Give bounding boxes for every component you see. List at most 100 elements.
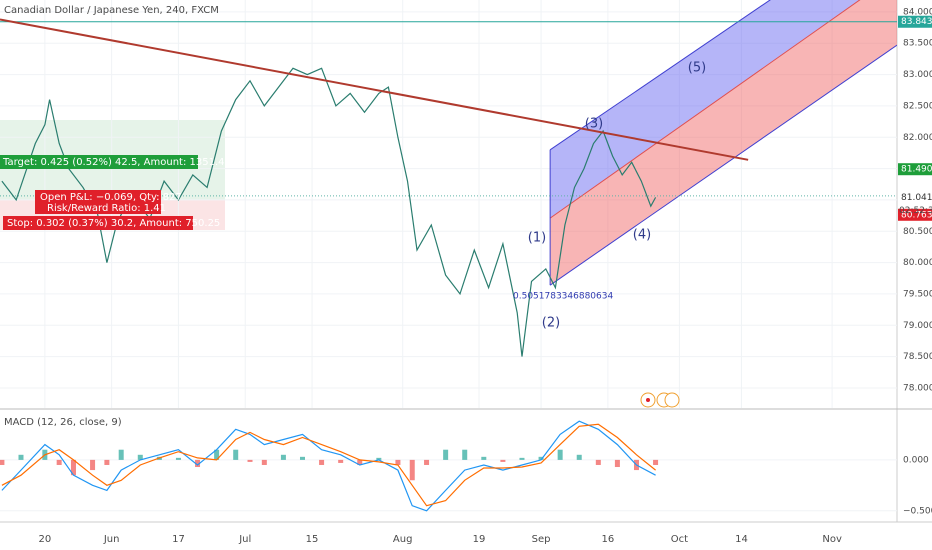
- chart-title: Canadian Dollar / Japanese Yen, 240, FXC…: [4, 5, 219, 16]
- y-tick-label: 83.000: [903, 70, 932, 80]
- x-tick-label: 15: [306, 534, 319, 545]
- x-tick-label: Oct: [671, 534, 688, 545]
- channel-line: [549, 0, 861, 219]
- y-tick-label: 82.000: [903, 133, 932, 143]
- y-tick-label: 78.500: [903, 352, 932, 362]
- histogram-bar: [576, 454, 582, 460]
- x-tick-label: 17: [172, 534, 185, 545]
- histogram-bar: [538, 456, 544, 460]
- histogram-bar: [0, 459, 5, 465]
- price-marker-label: 80.763: [901, 210, 932, 220]
- histogram-bar: [443, 449, 449, 460]
- histogram-bar: [519, 457, 525, 460]
- histogram-bar: [195, 459, 201, 468]
- channel-line: [549, 44, 897, 286]
- price-axis-bg: [897, 0, 932, 550]
- countdown: 02:52:31: [899, 206, 932, 216]
- histogram-bar: [261, 459, 267, 465]
- histogram-bar: [175, 457, 181, 460]
- histogram-bar: [557, 449, 563, 460]
- histogram-bar: [90, 459, 96, 471]
- macd-pane: [0, 420, 897, 512]
- x-tick-label: 16: [601, 534, 614, 545]
- macd-line: [1, 420, 656, 512]
- x-tick-label: 20: [38, 534, 51, 545]
- event-icon: [664, 392, 680, 408]
- histogram-bar: [280, 454, 286, 460]
- histogram-bar: [18, 454, 24, 460]
- wave-label: (4): [633, 228, 651, 243]
- wave-label: (5): [688, 61, 706, 76]
- y-tick-label: 79.500: [903, 289, 932, 299]
- histogram-bar: [653, 459, 659, 465]
- histogram-bar: [104, 459, 110, 465]
- target-text: Target: 0.425 (0.52%) 42.5, Amount: 1351…: [2, 157, 231, 168]
- histogram-bar: [376, 457, 382, 460]
- price-marker: [898, 15, 932, 28]
- histogram-bar: [214, 449, 220, 460]
- price-line: [1, 67, 657, 357]
- wave-label: (2): [542, 316, 560, 331]
- histogram-bar: [595, 459, 601, 465]
- price-pane: [0, 0, 897, 408]
- macd-title: MACD (12, 26, close, 9): [4, 417, 122, 428]
- x-tick-label: Aug: [393, 534, 413, 545]
- histogram-bar: [137, 454, 143, 460]
- histogram-bar: [462, 449, 468, 460]
- price-marker: [898, 163, 932, 176]
- channel-line: [549, 0, 771, 151]
- x-tick-label: 14: [735, 534, 748, 545]
- y-tick-label: 79.000: [903, 321, 932, 331]
- axes: 78.000 78.500 79.000 79.500 80.000 80.500 81.0…: [38, 7, 932, 545]
- x-tick-label: Jun: [103, 534, 120, 545]
- y-tick-label: 0.000: [903, 455, 929, 465]
- y-tick-label: −0.500: [903, 506, 932, 516]
- x-tick-label: 19: [473, 534, 486, 545]
- y-tick-label: 83.500: [903, 39, 932, 49]
- wave-label: (3): [585, 117, 603, 132]
- stop-box: [3, 216, 193, 230]
- price-marker-label: 81.041: [901, 193, 932, 203]
- y-tick-label: 78.000: [903, 383, 932, 393]
- price-marker: [898, 191, 932, 204]
- pnl-box: [35, 190, 161, 214]
- histogram-bar: [247, 459, 253, 462]
- histogram-bar: [118, 449, 124, 460]
- price-marker-label: 81.490: [901, 165, 932, 175]
- y-tick-label: 84.000: [903, 7, 932, 17]
- channel-lower-fill: [550, 0, 897, 286]
- histogram-bar: [338, 459, 344, 463]
- pitchfork-label: 0.5051783346880634: [513, 292, 613, 302]
- y-tick-label: 80.000: [903, 258, 932, 268]
- target-box: [0, 155, 198, 169]
- y-tick-label: 80.500: [903, 227, 932, 237]
- histogram-bar: [614, 459, 620, 468]
- macd-line: [1, 423, 656, 507]
- rr-text: Risk/Reward Ratio: 1.41: [47, 203, 166, 214]
- histogram-bar: [395, 459, 401, 465]
- histogram-bar: [319, 459, 325, 465]
- histogram-bar: [424, 459, 430, 465]
- pnl-text: Open P&L: −0.069, Qty: 827: [40, 192, 182, 203]
- histogram-bar: [409, 459, 415, 481]
- stop-text: Stop: 0.302 (0.37%) 30.2, Amount: 750.25: [7, 218, 220, 229]
- wave-label: (1): [528, 231, 546, 246]
- histogram-bar: [299, 456, 305, 460]
- x-tick-label: Nov: [822, 534, 842, 545]
- x-tick-label: Sep: [532, 534, 551, 545]
- histogram-bar: [500, 459, 506, 462]
- trend-line: [0, 18, 749, 161]
- y-tick-label: 82.500: [903, 101, 932, 111]
- histogram-bar: [56, 459, 62, 465]
- histogram-bar: [481, 456, 487, 460]
- price-marker: [898, 208, 932, 221]
- histogram-bar: [233, 449, 239, 460]
- histogram-bar: [357, 459, 363, 465]
- event-icon: [646, 398, 650, 402]
- histogram-bar: [70, 459, 76, 476]
- x-tick-label: Jul: [238, 534, 251, 545]
- trade-boxes: Target: 0.425 (0.52%) 42.5, Amount: 1351…: [0, 155, 231, 230]
- price-marker-label: 83.843: [901, 17, 932, 27]
- event-icons: [640, 392, 680, 408]
